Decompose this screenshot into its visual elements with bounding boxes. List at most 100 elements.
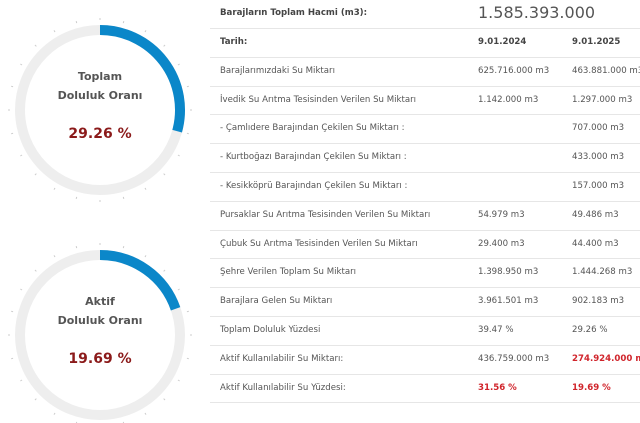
gauge-tick	[11, 85, 14, 88]
gauge-tick	[163, 398, 166, 401]
column-header: 9.01.2025	[572, 37, 621, 47]
table-cell: 44.400 m3	[572, 238, 619, 249]
gauge-tick	[144, 255, 147, 258]
row-separator	[210, 316, 640, 317]
gauge-tick	[20, 288, 23, 291]
table-cell: 436.759.000 m3	[478, 353, 550, 364]
gauge-tick	[177, 154, 180, 157]
table-cell: 54.979 m3	[478, 209, 525, 220]
row-separator	[210, 56, 640, 58]
gauge-tick	[122, 246, 125, 249]
table-cell: Barajlara Gelen Su Miktarı	[220, 296, 333, 307]
column-header: Tarih:	[220, 37, 248, 47]
row-separator	[210, 229, 640, 231]
gauge-tick	[11, 310, 14, 313]
row-separator	[210, 114, 640, 116]
gauge-title: Doluluk Oranı	[58, 89, 143, 102]
gauge-tick	[11, 357, 14, 360]
column-header: 9.01.2024	[478, 37, 527, 47]
table-cell: 463.881.000 m3	[572, 65, 640, 76]
row-separator	[210, 143, 640, 145]
gauge-tick	[163, 269, 166, 272]
gauge-tick	[186, 85, 189, 88]
row-separator	[210, 402, 640, 404]
table-cell: Aktif Kullanılabilir Su Yüzdesi:	[220, 382, 346, 393]
table-cell: 49.486 m3	[572, 209, 619, 220]
gauge-tick	[53, 30, 56, 33]
table-cell: 1.398.950 m3	[478, 267, 539, 278]
row-separator	[210, 258, 640, 260]
header-label: Barajların Toplam Hacmi (m3):	[220, 8, 368, 18]
table-cell: 1.444.268 m3	[572, 267, 633, 278]
gauge-tick	[177, 379, 180, 382]
table-cell: 29.400 m3	[478, 238, 525, 249]
gauge-tick	[144, 30, 147, 33]
row-separator	[210, 344, 640, 346]
gauge-tick	[75, 196, 78, 199]
table-cell: Barajlarımızdaki Su Miktarı	[220, 65, 335, 76]
gauge-tick	[34, 398, 37, 401]
gauge-tick	[177, 63, 180, 66]
gauge-tick	[53, 187, 56, 190]
table-cell: İvedik Su Arıtma Tesisinden Verilen Su M…	[220, 94, 417, 105]
table-cell: 433.000 m3	[572, 152, 625, 163]
gauge-tick	[144, 187, 147, 190]
gauge-tick	[11, 132, 14, 135]
table-cell: - Kurtboğazı Barajından Çekilen Su Mikta…	[220, 152, 407, 163]
table-cell: 707.000 m3	[572, 123, 625, 134]
gauge-arc	[99, 25, 185, 133]
row-separator	[210, 172, 640, 173]
gauge-tick	[186, 310, 189, 313]
table-cell: 19.69 %	[572, 382, 611, 393]
gauge-tick	[34, 269, 37, 272]
table-cell: 3.961.501 m3	[478, 296, 539, 307]
table-cell: Aktif Kullanılabilir Su Miktarı:	[220, 353, 344, 364]
table-cell: 157.000 m3	[572, 181, 625, 191]
table-cell: - Kesikköprü Barajından Çekilen Su Mikta…	[220, 181, 408, 191]
gauge-tick	[34, 173, 37, 176]
gauge-tick	[163, 173, 166, 176]
gauge-tick	[53, 255, 56, 258]
gauge-tick	[144, 412, 147, 415]
gauge-value: 29.26 %	[68, 126, 131, 142]
gauge-tick	[177, 288, 180, 291]
row-separator	[210, 287, 640, 289]
gauge-value: 19.69 %	[68, 351, 131, 367]
gauge-tick	[186, 132, 189, 135]
gauge-tick	[53, 412, 56, 415]
table-cell: Toplam Doluluk Yüzdesi	[220, 325, 321, 335]
header-value: 1.585.393.000	[478, 3, 596, 22]
gauge-tick	[75, 21, 78, 24]
row-separator	[210, 200, 640, 202]
gauge-tick	[186, 357, 189, 360]
gauge-tick	[20, 154, 23, 157]
table-cell: 1.297.000 m3	[572, 94, 633, 105]
table-cell: 39.47 %	[478, 325, 514, 335]
gauge-tick	[20, 63, 23, 66]
gauges: Toplam Doluluk Oranı 29.26 % Aktif Doluluk O…	[8, 18, 192, 423]
gauge-tick	[122, 196, 125, 199]
gauge-tick	[20, 379, 23, 382]
row-separator	[210, 373, 640, 375]
gauge-title: Toplam	[78, 70, 122, 83]
row-separator	[210, 28, 640, 29]
row-separator	[210, 85, 640, 87]
table-cell: Pursaklar Su Arıtma Tesisinden Verilen S…	[220, 209, 431, 220]
table-cell: 274.924.000 m3	[572, 353, 640, 364]
gauge-tick	[122, 21, 125, 24]
gauge-tick	[34, 44, 37, 47]
table-cell: 29.26 %	[572, 325, 608, 335]
gauge-title: Aktif	[85, 295, 115, 308]
table-cell: 902.183 m3	[572, 296, 625, 307]
gauge-arc	[99, 250, 181, 311]
table-cell: Şehre Verilen Toplam Su Miktarı	[220, 267, 357, 278]
table-cell: 31.56 %	[478, 382, 517, 393]
gauge-tick	[163, 44, 166, 47]
gauge-title: Doluluk Oranı	[58, 314, 143, 327]
gauge-tick	[75, 246, 78, 249]
table-cell: 1.142.000 m3	[478, 94, 539, 105]
table-cell: Çubuk Su Arıtma Tesisinden Verilen Su Mi…	[220, 238, 418, 249]
table-cell: - Çamlıdere Barajından Çekilen Su Miktar…	[220, 123, 405, 134]
table-cell: 625.716.000 m3	[478, 65, 550, 76]
